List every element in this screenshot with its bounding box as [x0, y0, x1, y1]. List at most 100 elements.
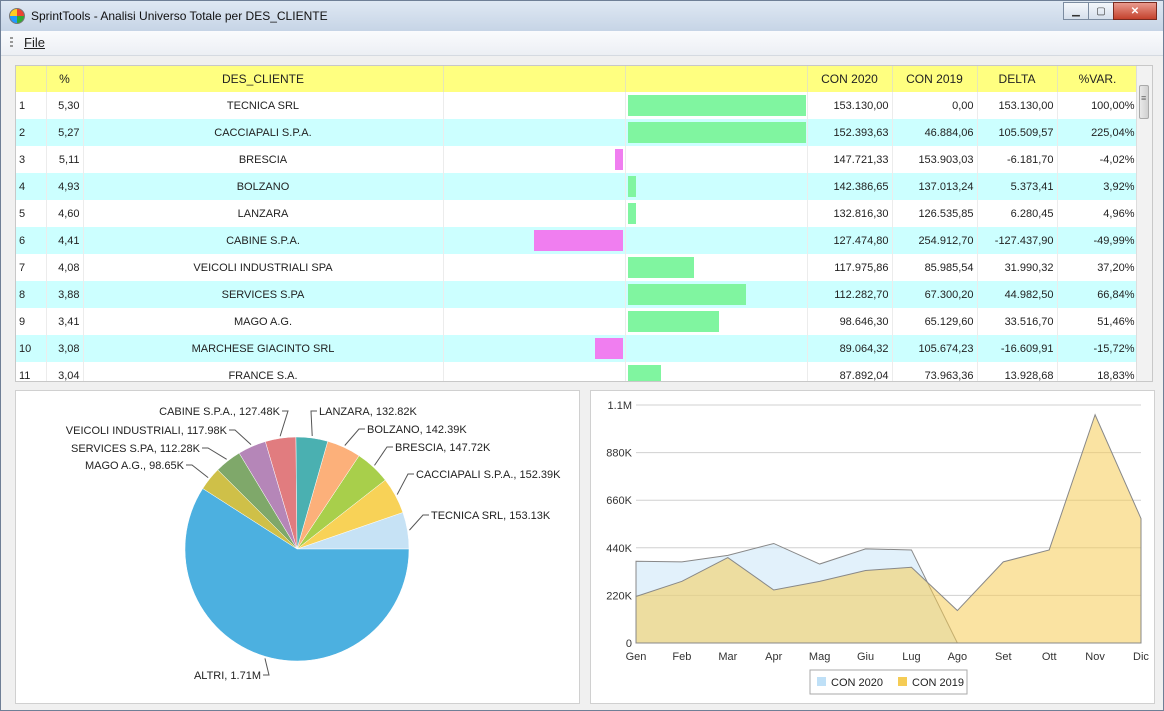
cell-con2019: 105.674,23: [892, 335, 978, 362]
chart-legend: [809, 669, 968, 695]
cell-con2019: 65.129,60: [892, 308, 978, 335]
positive-variance-bar: [627, 176, 636, 197]
pie-leader-line: [186, 464, 209, 478]
negative-variance-bar: [594, 338, 623, 359]
table-row[interactable]: 4 4,93 BOLZANO 142.386,65 137.013,24 5.373,41…: [16, 173, 1139, 200]
cell-negative-bar: [443, 227, 626, 254]
table-row[interactable]: 11 3,04 FRANCE S.A. 87.892,04 73.963,36 13.92…: [16, 362, 1139, 381]
cell-name: CACCIAPALI S.P.A.: [83, 119, 444, 146]
table-row[interactable]: 9 3,41 MAGO A.G. 98.646,30 65.129,60 33.516,7…: [16, 308, 1139, 335]
area-series[interactable]: [635, 413, 1142, 644]
cell-pct: 4,08: [46, 254, 84, 281]
x-tick-label: Gen: [626, 651, 647, 663]
table-row[interactable]: 2 5,27 CACCIAPALI S.P.A. 152.393,63 46.884,0…: [16, 119, 1139, 146]
cell-con2020: 132.816,30: [807, 200, 893, 227]
cell-var: 18,83%: [1057, 362, 1139, 381]
cell-name: VEICOLI INDUSTRIALI SPA: [83, 254, 444, 281]
cell-negative-bar: [443, 281, 626, 308]
cell-n: 4: [16, 173, 47, 200]
cell-con2019: 254.912,70: [892, 227, 978, 254]
pie-slice-label: BOLZANO, 142.39K: [367, 424, 467, 436]
table-row[interactable]: 7 4,08 VEICOLI INDUSTRIALI SPA 117.975,86 85…: [16, 254, 1139, 281]
cell-pct: 5,11: [46, 146, 84, 173]
cell-delta: 13.928,68: [977, 362, 1058, 381]
cell-name: MARCHESE GIACINTO SRL: [83, 335, 444, 362]
cell-name: LANZARA: [83, 200, 444, 227]
close-button[interactable]: ✕: [1113, 2, 1157, 20]
cell-con2019: 0,00: [892, 92, 978, 119]
maximize-button[interactable]: ▢: [1088, 2, 1114, 20]
cell-pct: 3,08: [46, 335, 84, 362]
column-header[interactable]: %VAR.: [1057, 66, 1139, 92]
pie-slice-label: MAGO A.G., 98.65K: [85, 460, 185, 472]
column-header[interactable]: DELTA: [977, 66, 1058, 92]
cell-positive-bar: [625, 200, 808, 227]
y-tick-label: 220K: [606, 590, 632, 602]
cell-positive-bar: [625, 308, 808, 335]
cell-delta: -127.437,90: [977, 227, 1058, 254]
pie-slice-label: CABINE S.P.A., 127.48K: [159, 406, 281, 418]
cell-name: BRESCIA: [83, 146, 444, 173]
x-tick-label: Ott: [1042, 651, 1057, 663]
cell-negative-bar: [443, 200, 626, 227]
menu-file[interactable]: File: [24, 35, 45, 50]
x-tick-label: Giu: [857, 651, 874, 663]
cell-pct: 4,41: [46, 227, 84, 254]
cell-pct: 4,60: [46, 200, 84, 227]
legend-swatch: [898, 677, 907, 686]
vertical-scrollbar[interactable]: [1136, 66, 1152, 381]
scrollbar-thumb[interactable]: [1139, 85, 1149, 119]
pie-slice-label: VEICOLI INDUSTRIALI, 117.98K: [66, 425, 228, 437]
positive-variance-bar: [627, 122, 806, 143]
cell-positive-bar: [625, 254, 808, 281]
pie-leader-line: [229, 429, 252, 446]
minimize-button[interactable]: ▁: [1063, 2, 1089, 20]
x-tick-label: Feb: [672, 651, 691, 663]
table-row[interactable]: 6 4,41 CABINE S.P.A. 127.474,80 254.912,70 -1…: [16, 227, 1139, 254]
cell-positive-bar: [625, 227, 808, 254]
table-row[interactable]: 10 3,08 MARCHESE GIACINTO SRL 89.064,32 105.…: [16, 335, 1139, 362]
pie-leader-line: [279, 410, 289, 437]
area-chart-panel: 0 220K 440K 660K 880K 1.1M Gen Feb Mar Apr Mag Giu L…: [590, 390, 1155, 704]
cell-con2019: 85.985,54: [892, 254, 978, 281]
x-tick-label: Ago: [948, 651, 968, 663]
data-grid[interactable]: % DES_CLIENTE CON 2020 CON 2019 DELTA %VAR. 1…: [15, 65, 1153, 382]
title-bar[interactable]: SprintTools - Analisi Universo Totale pe…: [1, 1, 1163, 32]
table-row[interactable]: 8 3,88 SERVICES S.PA 112.282,70 67.300,20 44.…: [16, 281, 1139, 308]
column-header[interactable]: CON 2019: [892, 66, 978, 92]
cell-con2020: 87.892,04: [807, 362, 893, 381]
x-tick-label: Mag: [809, 651, 830, 663]
x-tick-label: Nov: [1085, 651, 1105, 663]
table-row[interactable]: 5 4,60 LANZARA 132.816,30 126.535,85 6.280,45…: [16, 200, 1139, 227]
cell-n: 2: [16, 119, 47, 146]
cell-n: 9: [16, 308, 47, 335]
column-header[interactable]: %: [46, 66, 84, 92]
pie-chart: TECNICA SRL, 153.13K CACCIAPALI S.P.A., 1…: [66, 406, 561, 682]
table-header-row: % DES_CLIENTE CON 2020 CON 2019 DELTA %VAR.: [16, 66, 1139, 92]
column-header[interactable]: [443, 66, 626, 92]
toolbar-grip-icon[interactable]: [10, 37, 13, 49]
pie-slice[interactable]: [184, 488, 410, 662]
cell-delta: 44.982,50: [977, 281, 1058, 308]
column-header[interactable]: [625, 66, 808, 92]
pie-slice-label: TECNICA SRL, 153.13K: [431, 510, 551, 522]
cell-n: 3: [16, 146, 47, 173]
y-tick-label: 660K: [606, 495, 632, 507]
cell-positive-bar: [625, 92, 808, 119]
cell-con2020: 152.393,63: [807, 119, 893, 146]
cell-pct: 5,30: [46, 92, 84, 119]
table-row[interactable]: 3 5,11 BRESCIA 147.721,33 153.903,03 -6.181,7…: [16, 146, 1139, 173]
pie-leader-line: [344, 428, 365, 446]
cell-con2019: 73.963,36: [892, 362, 978, 381]
cell-con2019: 126.535,85: [892, 200, 978, 227]
x-tick-label: Apr: [765, 651, 782, 663]
column-header[interactable]: CON 2020: [807, 66, 893, 92]
cell-n: 7: [16, 254, 47, 281]
column-header[interactable]: [16, 66, 47, 92]
y-tick-label: 440K: [606, 543, 632, 555]
cell-var: 66,84%: [1057, 281, 1139, 308]
table-row[interactable]: 1 5,30 TECNICA SRL 153.130,00 0,00 153.130,00…: [16, 92, 1139, 119]
cell-negative-bar: [443, 119, 626, 146]
column-header[interactable]: DES_CLIENTE: [83, 66, 444, 92]
cell-positive-bar: [625, 119, 808, 146]
